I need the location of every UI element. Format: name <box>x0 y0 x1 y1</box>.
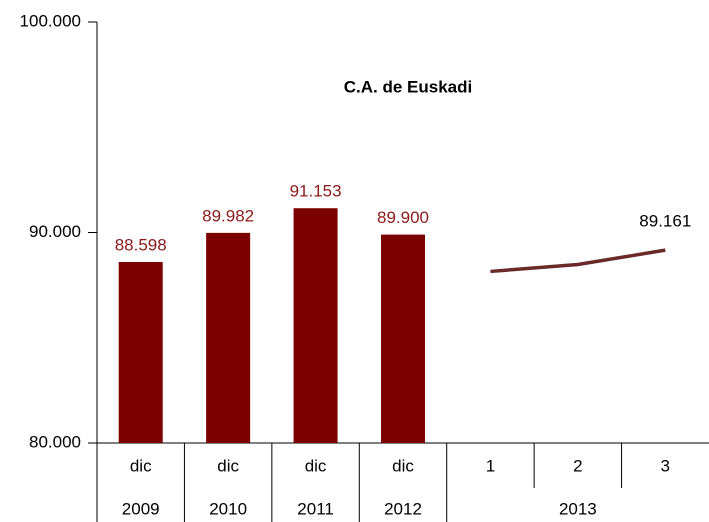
x-tick-label: 3 <box>661 456 670 475</box>
group-label: 2009 <box>122 499 160 518</box>
group-label: 2010 <box>209 499 247 518</box>
x-tick-label: dic <box>217 456 239 475</box>
chart-title: C.A. de Euskadi <box>344 77 472 96</box>
x-tick-label: dic <box>305 456 327 475</box>
data-label: 89.982 <box>202 206 254 225</box>
bar <box>206 232 251 443</box>
group-label: 2012 <box>384 499 422 518</box>
x-tick-label: 1 <box>486 456 495 475</box>
bar <box>293 208 338 443</box>
data-label: 89.900 <box>377 208 429 227</box>
data-label: 88.598 <box>115 235 167 254</box>
y-tick-label: 100.000 <box>20 11 81 30</box>
bar <box>381 234 425 443</box>
y-tick-label: 90.000 <box>29 222 81 241</box>
group-label: 2011 <box>297 499 334 518</box>
x-tick-label: dic <box>130 456 152 475</box>
y-tick-label: 80.000 <box>29 432 81 451</box>
x-tick-label: dic <box>392 456 414 475</box>
group-label: 2013 <box>559 499 597 518</box>
x-tick-label: 2 <box>573 456 582 475</box>
line <box>490 248 666 274</box>
data-label: 91.153 <box>290 182 342 201</box>
data-label: 89.161 <box>639 212 691 231</box>
bar <box>118 262 163 443</box>
